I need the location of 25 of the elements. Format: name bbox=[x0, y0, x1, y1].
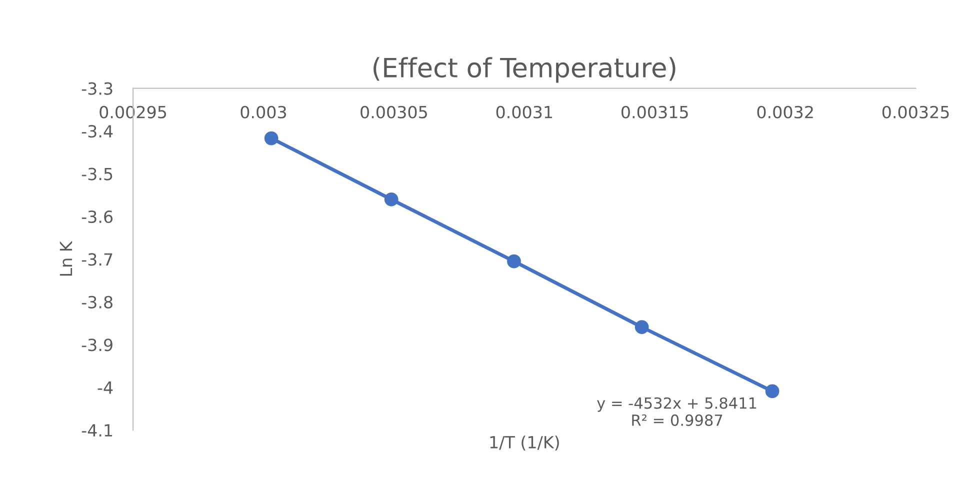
y-tick-label: -3.7 bbox=[82, 253, 112, 266]
chart-title: (Effect of Temperature) bbox=[374, 57, 676, 83]
x-tick-label: 0.00325 bbox=[882, 106, 949, 118]
x-tick-label: 0.0031 bbox=[496, 106, 552, 118]
x-tick-label: 0.0032 bbox=[757, 106, 813, 118]
y-tick-label: -3.8 bbox=[82, 296, 112, 308]
x-tick-label: 0.00295 bbox=[100, 106, 166, 118]
x-axis-title: 1/T (1/K) bbox=[490, 436, 559, 450]
x-tick-label: 0.00305 bbox=[360, 106, 427, 118]
y-tick-label: -3.5 bbox=[82, 168, 112, 180]
point bbox=[765, 384, 780, 398]
y-axis-title: Ln K bbox=[60, 240, 72, 276]
annotation: y = -4532x + 5.8411 R² = 0.9987 bbox=[597, 397, 756, 426]
y-tick-label: -3.9 bbox=[82, 338, 112, 352]
point bbox=[507, 254, 521, 268]
y-tick-label: -4 bbox=[98, 382, 113, 394]
point bbox=[384, 192, 398, 206]
x-tick-label: 0.00315 bbox=[622, 106, 688, 118]
point bbox=[264, 131, 278, 146]
x-tick-label: 0.003 bbox=[240, 106, 286, 118]
y-tick-label: -4.1 bbox=[82, 424, 112, 436]
y-tick-label: -3.4 bbox=[82, 125, 113, 138]
y-tick-label: -3.3 bbox=[82, 82, 112, 95]
y-tick-label: -3.6 bbox=[82, 210, 113, 224]
point bbox=[634, 320, 649, 334]
